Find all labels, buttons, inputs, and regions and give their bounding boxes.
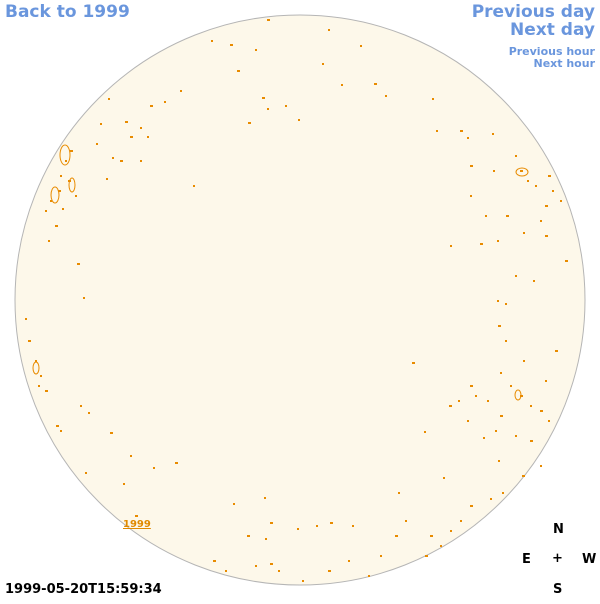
previous-day-link[interactable]: Previous day <box>471 2 595 22</box>
previous-hour-link[interactable]: Previous hour <box>508 45 595 58</box>
compass-west: W <box>582 552 597 567</box>
solar-disk <box>14 14 586 586</box>
compass-east: E <box>522 552 531 567</box>
compass-center-button[interactable]: + <box>552 551 563 566</box>
next-hour-link[interactable]: Next hour <box>533 57 596 70</box>
back-to-year-link[interactable]: Back to 1999 <box>5 2 130 22</box>
timestamp-label: 1999-05-20T15:59:34 <box>5 582 162 597</box>
year-link[interactable]: 1999 <box>123 519 151 530</box>
compass-south: S <box>553 582 563 597</box>
magnetic-contours <box>25 19 568 582</box>
compass-north: N <box>553 522 564 537</box>
next-day-link[interactable]: Next day <box>510 20 595 40</box>
